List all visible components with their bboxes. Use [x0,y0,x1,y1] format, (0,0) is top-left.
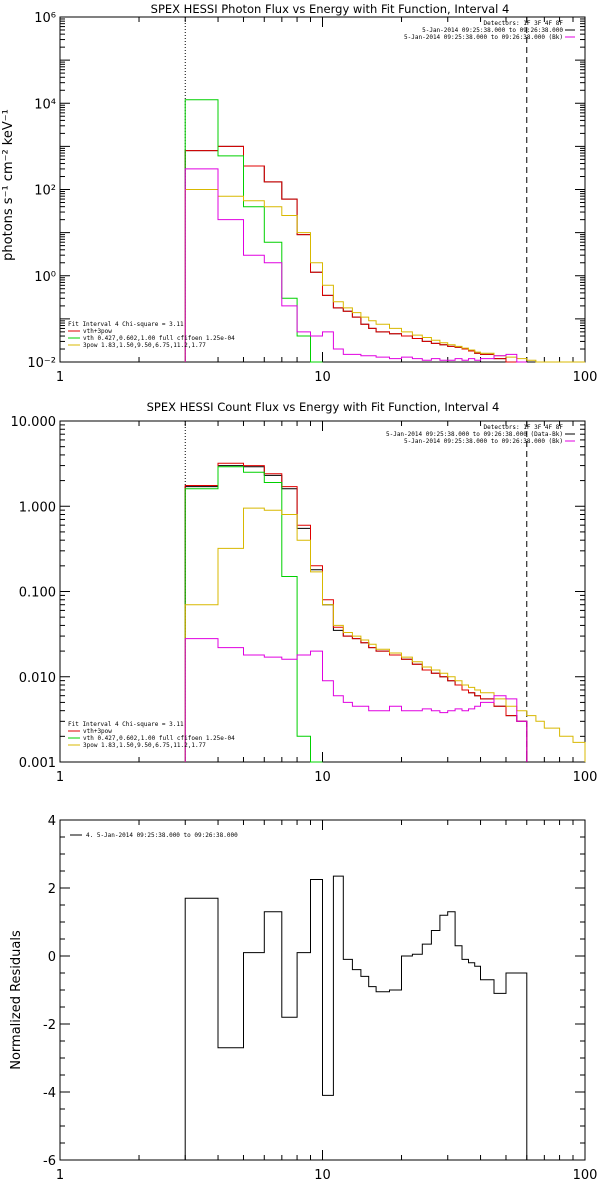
residuals-legend: 4. 5-Jan-2014 09:25:38.000 to 09:26:38.0… [70,832,238,839]
legend-header: Detectors: 1F 3F 4F 8F [484,424,564,431]
x-tick-label: 100 [573,770,598,785]
residuals-legend-entry: 4. 5-Jan-2014 09:25:38.000 to 09:26:38.0… [86,832,238,839]
fit-legend-entry: vth+3pow [83,728,112,735]
fit-legend-entry: vth 0.427,0.602,1.00 full cfifoen 1.25e-… [83,335,235,342]
photon-flux-legend-top: Detectors: 1F 3F 4F 8F5-Jan-2014 09:25:3… [404,20,575,41]
x-tick-label: 1 [56,370,64,385]
y-tick-label: -6 [43,1154,56,1169]
y-tick-label: -4 [43,1086,56,1101]
fit-legend-entry: 3pow 1.83,1.50,9.50,6.75,11.2,1.77 [83,742,206,749]
x-tick-label: 10 [314,1168,331,1183]
y-tick-label: 0.100 [19,586,56,601]
y-tick-label: 10⁻² [27,356,56,371]
y-tick-label: 1.000 [19,500,56,515]
y-tick-label: 10⁶ [34,11,56,26]
legend-header: Detectors: 1F 3F 4F 8F [484,20,564,27]
residuals-ticks: 1 10 100 -6 -4 -2 0 2 4 [43,814,597,1183]
series-yellow [184,189,585,363]
y-tick-label: 0.001 [19,756,56,771]
residuals-panel: Normalized Residuals 1 10 100 -6 -4 -2 0 2 4 4. … [9,814,597,1183]
count-flux-title: SPEX HESSI Count Flux vs Energy with Fit… [147,400,500,414]
count-flux-legend-fit: Fit Interval 4 Chi-square = 3.11vth+3pow… [68,721,235,749]
series-black [184,875,528,1160]
legend-entry-label: 5-Jan-2014 09:25:38.000 to 09:26:38.000 … [404,438,563,445]
count-flux-series [184,462,586,763]
fit-legend-entry: vth+3pow [83,328,112,335]
count-flux-panel: SPEX HESSI Count Flux vs Energy with Fit… [11,400,598,785]
y-tick-label: 0 [48,950,56,965]
series-red [184,145,527,363]
y-tick-label: 0.010 [19,671,56,686]
fit-legend-header: Fit Interval 4 Chi-square = 3.11 [68,321,184,328]
series-magenta [184,638,528,762]
series-red [184,462,528,762]
series-black [184,145,527,363]
fit-legend-entry: 3pow 1.83,1.50,9.50,6.75,11.2,1.77 [83,342,206,349]
y-tick-label: 10.000 [11,415,57,430]
count-flux-range-lines [184,421,528,762]
photon-flux-ylabel: photons s⁻¹ cm⁻² keV⁻¹ [1,109,16,261]
y-tick-label: 4 [48,814,56,829]
photon-flux-frame [59,16,586,363]
x-tick-label: 100 [573,1168,598,1183]
x-tick-label: 100 [573,370,598,385]
fit-legend-header: Fit Interval 4 Chi-square = 3.11 [68,721,184,728]
residuals-series [184,875,528,1160]
y-tick-label: 10² [34,184,56,199]
count-flux-legend-top: Detectors: 1F 3F 4F 8F5-Jan-2014 09:25:3… [386,424,575,445]
x-tick-label: 10 [314,370,331,385]
photon-flux-title: SPEX HESSI Photon Flux vs Energy with Fi… [151,2,510,16]
photon-flux-legend-fit: Fit Interval 4 Chi-square = 3.11vth+3pow… [68,321,235,349]
x-tick-label: 10 [314,770,331,785]
x-tick-label: 1 [56,1168,64,1183]
photon-flux-range-lines [184,17,528,362]
photon-flux-ticks: 1 10 100 10⁻² 10⁰ 10² 10⁴ 10⁶ [27,11,597,385]
x-tick-label: 1 [56,770,64,785]
legend-entry-label: 5-Jan-2014 09:25:38.000 to 09:26:38.000 … [386,431,563,438]
y-tick-label: 10⁴ [34,97,56,112]
count-flux-ticks: 1 10 100 0.001 0.010 0.100 1.000 10.000 [11,415,598,785]
fit-legend-entry: vth 0.427,0.602,1.00 full cfifoen 1.25e-… [83,735,235,742]
series-yellow [184,507,586,762]
residuals-ylabel: Normalized Residuals [9,930,24,1070]
legend-entry-label: 5-Jan-2014 09:25:38.000 to 09:26:38.000 … [404,34,563,41]
y-tick-label: -2 [43,1018,56,1033]
y-tick-label: 10⁰ [34,270,56,285]
photon-flux-series [184,99,585,363]
series-green [184,99,323,363]
y-tick-label: 2 [48,882,56,897]
series-magenta [184,168,527,363]
series-green [184,466,323,763]
legend-entry-label: 5-Jan-2014 09:25:38.000 to 09:26:38.000 [422,27,563,34]
series-black [184,465,528,762]
photon-flux-panel: SPEX HESSI Photon Flux vs Energy with Fi… [1,2,597,385]
